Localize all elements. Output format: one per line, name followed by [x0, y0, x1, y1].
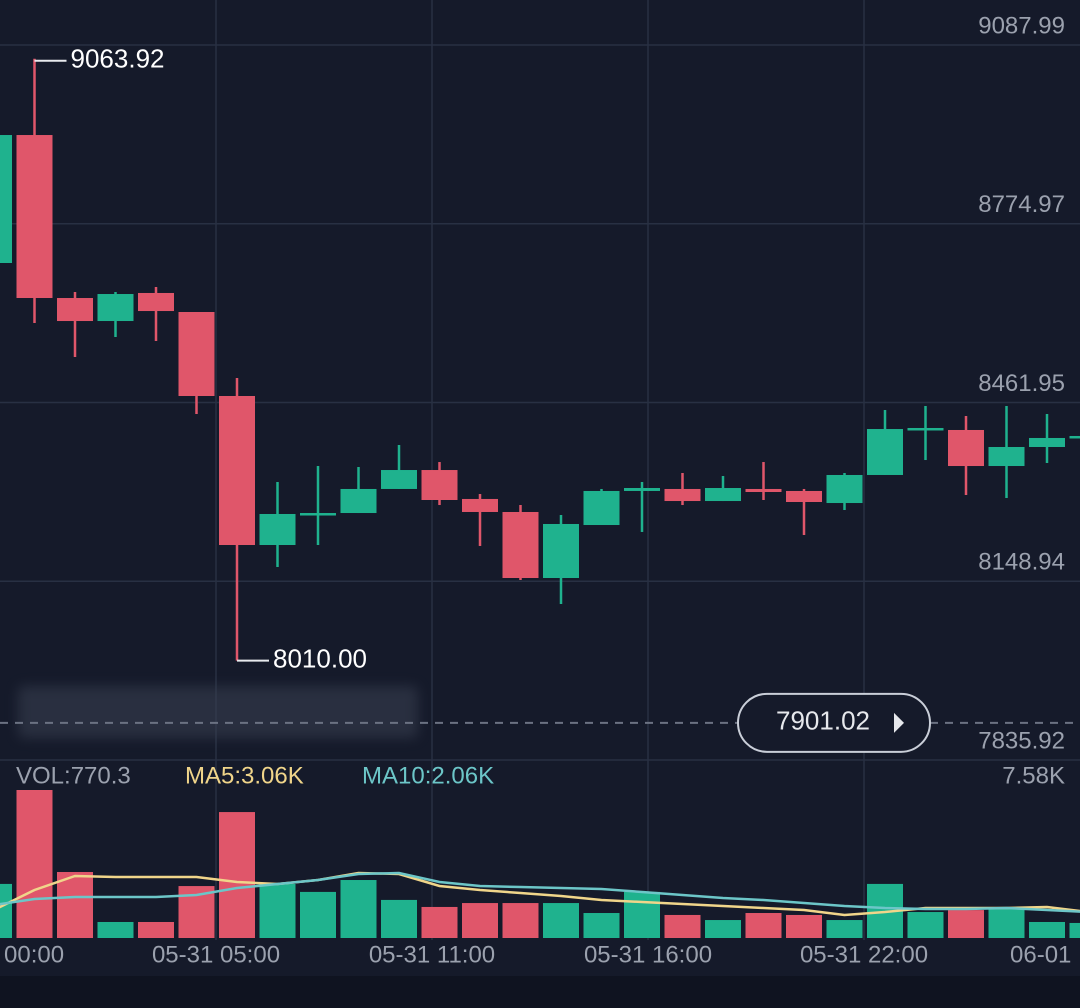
candle-body [624, 488, 660, 491]
candle-body [502, 511, 539, 579]
volume-bar [97, 921, 134, 938]
candle-body [57, 298, 93, 322]
y-tick-label: 8461.95 [978, 370, 1065, 397]
candle-body [0, 135, 12, 263]
candle-body [259, 513, 296, 545]
volume-bar [340, 880, 377, 938]
candle-body [705, 488, 741, 502]
volume-bar [1069, 922, 1080, 938]
candle-body [421, 470, 458, 500]
candle-body [138, 292, 174, 312]
x-tick-label: 05-31 05:00 [152, 941, 280, 968]
volume-bar [0, 883, 12, 938]
volume-bar [745, 913, 782, 938]
volume-bar [624, 891, 660, 938]
volume-bar [826, 920, 863, 938]
candle-body [867, 429, 903, 475]
candle-body [826, 474, 863, 504]
candle-body [340, 488, 377, 514]
grid [0, 0, 1080, 940]
volume-bar [1029, 921, 1065, 938]
volume-tick-label: 7.58K [1002, 762, 1065, 789]
high-label: 9063.92 [71, 44, 165, 74]
volume-bar [57, 872, 93, 938]
volume-bar [219, 812, 255, 938]
x-tick-label: 05-31 22:00 [800, 941, 928, 968]
volume-bar [786, 914, 822, 938]
volume-bar [583, 913, 620, 938]
volume-bar [543, 903, 579, 938]
candle-body [219, 396, 255, 545]
candle-body [381, 470, 417, 489]
volume-bar [948, 910, 984, 938]
volume-bar [502, 903, 539, 938]
volume-bar [705, 920, 741, 938]
legend-entry: MA5:3.06K [185, 762, 304, 789]
candle-body [907, 427, 944, 431]
volume-bar [664, 914, 701, 938]
candle-body [97, 294, 134, 322]
candle-body [988, 447, 1025, 467]
volume-bar [300, 891, 336, 938]
candle-body [178, 311, 215, 397]
candle-body [948, 429, 984, 467]
candle-body [786, 490, 822, 502]
legend-entry: MA10:2.06K [362, 762, 494, 789]
candle-body [300, 513, 336, 516]
x-tick-label: 05-31 11:00 [369, 941, 495, 968]
labels: 7835.92 8148.94 8461.95 8774.97 9087.99 00:00… [0, 12, 1080, 968]
volume-bar [138, 921, 174, 938]
candle-body [1069, 435, 1080, 439]
volume-bar [421, 906, 458, 938]
low-label: 8010.00 [273, 643, 367, 673]
volume-bar [988, 907, 1025, 938]
x-tick-label: 05-31 16:00 [584, 941, 712, 968]
ma-line [0, 871, 1080, 917]
current-price-arrow [894, 712, 904, 733]
blurred-watermark [18, 686, 418, 738]
volume-bar [16, 790, 53, 938]
marks [0, 58, 1080, 938]
y-tick-label: 7835.92 [978, 727, 1065, 754]
current-price-label: 7901.02 [776, 706, 870, 736]
ma-line [0, 871, 1080, 913]
candle-body [16, 135, 53, 299]
candle-body [1029, 437, 1065, 448]
volume-bar [907, 912, 944, 938]
candle-body [745, 488, 782, 493]
volume-bar [462, 903, 498, 938]
y-tick-label: 8774.97 [978, 191, 1065, 218]
candle-body [583, 490, 620, 526]
volume-label: VOL:770.3 [16, 762, 131, 789]
x-tick-label: 00:00 [4, 941, 64, 968]
bottom-strip [0, 976, 1080, 1008]
volume-bar [381, 899, 417, 938]
candle-body [543, 523, 579, 579]
volume-bar [259, 883, 296, 938]
y-tick-label: 8148.94 [978, 549, 1065, 576]
candle-body [462, 498, 498, 512]
y-tick-label: 9087.99 [978, 12, 1065, 39]
x-tick-label: 06-01 [1010, 941, 1071, 968]
candle-body [664, 488, 701, 502]
current-price-badge [737, 692, 931, 753]
